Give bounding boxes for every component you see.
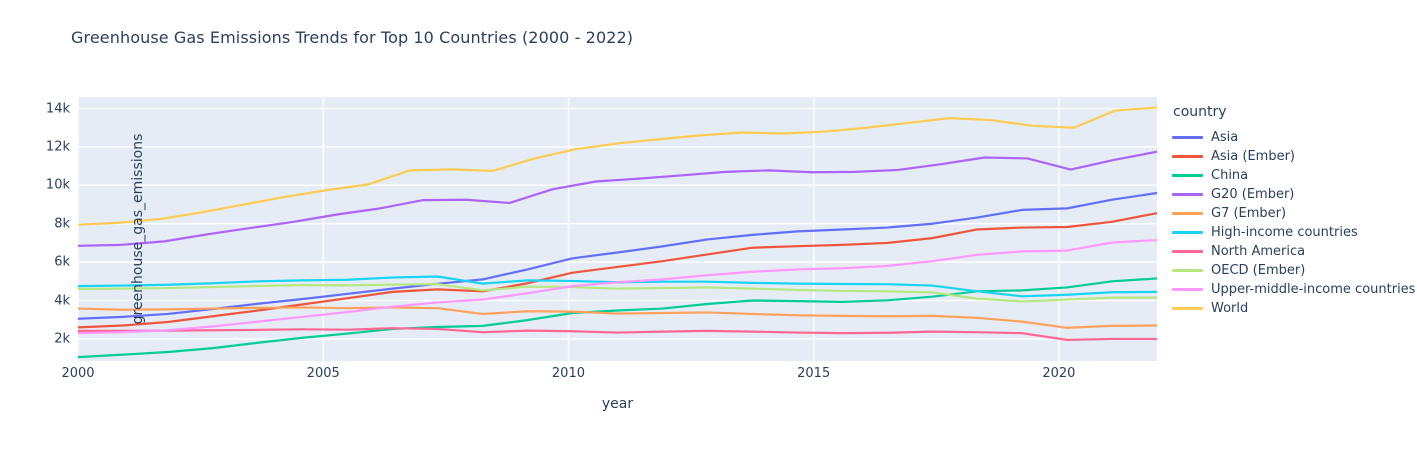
series-line[interactable] [78, 307, 1157, 327]
legend-item[interactable]: World [1172, 299, 1412, 318]
legend-item[interactable]: Upper-middle-income countries [1172, 280, 1416, 299]
legend-item[interactable]: Asia (Ember) [1172, 147, 1412, 166]
legend-item[interactable]: G20 (Ember) [1172, 185, 1412, 204]
legend-color-swatch [1172, 307, 1203, 310]
legend-color-swatch [1172, 212, 1203, 215]
legend-item[interactable]: North America [1172, 242, 1412, 261]
legend-color-swatch [1172, 269, 1203, 272]
legend-item[interactable]: China [1172, 166, 1412, 185]
chart-title: Greenhouse Gas Emissions Trends for Top … [71, 28, 634, 47]
y-axis-title: greenhouse_gas_emissions [130, 133, 146, 325]
y-tick-label: 12k [45, 139, 70, 155]
series-line[interactable] [78, 328, 1157, 340]
legend-item[interactable]: High-income countries [1172, 223, 1412, 242]
legend-item-label: Upper-middle-income countries [1211, 282, 1416, 297]
legend-item-label: G7 (Ember) [1211, 206, 1287, 221]
y-tick-label: 14k [45, 101, 70, 117]
legend-item-label: High-income countries [1211, 225, 1358, 240]
y-tick-label: 4k [54, 293, 70, 309]
series-line[interactable] [78, 193, 1157, 319]
y-tick-label: 2k [54, 331, 70, 347]
legend-item-label: China [1211, 168, 1249, 183]
legend-color-swatch [1172, 174, 1203, 177]
legend-color-swatch [1172, 136, 1203, 139]
y-tick-label: 8k [54, 216, 70, 232]
legend-color-swatch [1172, 288, 1203, 291]
x-axis-ticks: 2000 2005 2010 2015 2020 [61, 364, 1157, 388]
gridlines [78, 97, 1157, 361]
legend-color-swatch [1172, 193, 1203, 196]
legend: country Asia Asia (Ember) China G20 (Ember)… [1172, 104, 1416, 318]
legend-title: country [1173, 104, 1227, 120]
y-tick-label: 10k [45, 177, 70, 193]
series-line[interactable] [78, 213, 1157, 327]
legend-item[interactable]: Asia [1172, 128, 1412, 147]
x-tick-label: 2020 [1042, 366, 1076, 381]
series-line[interactable] [78, 240, 1157, 333]
series-lines-svg [78, 97, 1157, 361]
series-line[interactable] [78, 278, 1157, 357]
legend-color-swatch [1172, 155, 1203, 158]
y-tick-label: 6k [54, 254, 70, 270]
legend-item-label: Asia (Ember) [1211, 149, 1295, 164]
series-line[interactable] [78, 284, 1157, 301]
legend-color-swatch [1172, 250, 1203, 253]
plot-area [78, 97, 1157, 361]
legend-items: Asia Asia (Ember) China G20 (Ember) G7 (Embe… [1172, 128, 1416, 318]
legend-item[interactable]: OECD (Ember) [1172, 261, 1412, 280]
legend-item-label: G20 (Ember) [1211, 187, 1295, 202]
series-line[interactable] [78, 152, 1157, 246]
x-tick-label: 2000 [61, 366, 95, 381]
legend-item-label: North America [1211, 244, 1306, 259]
legend-item-label: Asia [1211, 130, 1239, 145]
x-tick-label: 2010 [551, 366, 585, 381]
x-axis-title: year [601, 396, 634, 412]
series-line[interactable] [78, 108, 1157, 225]
legend-item[interactable]: G7 (Ember) [1172, 204, 1412, 223]
legend-item-label: OECD (Ember) [1211, 263, 1306, 278]
legend-color-swatch [1172, 231, 1203, 234]
x-tick-label: 2015 [797, 366, 831, 381]
legend-item-label: World [1211, 301, 1249, 316]
x-tick-label: 2005 [306, 366, 340, 381]
